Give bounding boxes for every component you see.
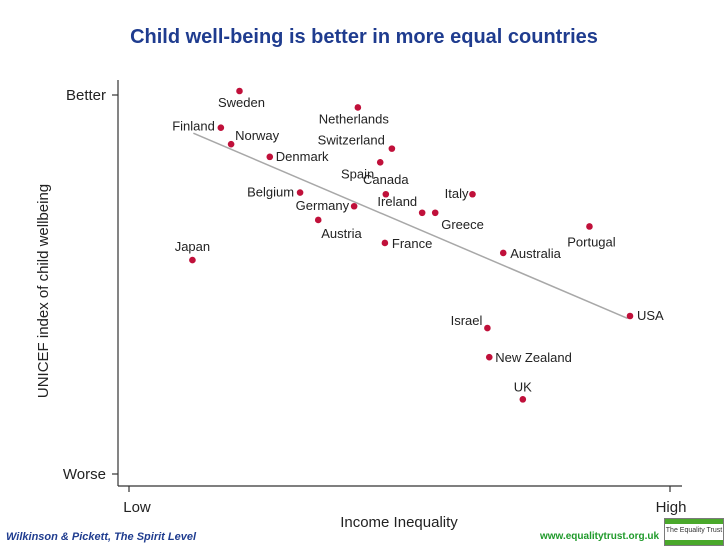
point-denmark (266, 153, 274, 161)
point-spain (376, 159, 384, 166)
point-belgium (296, 189, 304, 196)
logo-bar-top (665, 519, 723, 524)
point-portugal (586, 223, 593, 230)
point-israel (484, 324, 491, 332)
point-label-portugal: Portugal (567, 234, 616, 249)
point-label-france: France (392, 236, 432, 251)
x-tick-label-low: Low (123, 499, 151, 516)
x-axis-title: Income Inequality (340, 514, 458, 531)
y-tick-label-better: Better (66, 87, 106, 104)
y-tick-label-worse: Worse (63, 466, 106, 483)
point-label-ireland: Ireland (377, 194, 417, 209)
point-usa (626, 312, 634, 320)
point-label-netherlands: Netherlands (319, 111, 390, 126)
point-label-usa: USA (637, 308, 664, 323)
point-japan (189, 256, 196, 264)
point-label-greece: Greece (441, 217, 484, 232)
axes: Better Worse Low High Income Inequality … (35, 80, 686, 531)
point-label-italy: Italy (445, 186, 469, 201)
point-label-austria: Austria (321, 226, 362, 241)
website-link[interactable]: www.equalitytrust.org.uk (540, 531, 660, 542)
x-tick-label-high: High (656, 499, 687, 516)
point-label-spain: Spain (341, 166, 374, 181)
y-axis-title: UNICEF index of child wellbeing (35, 184, 52, 398)
point-label-canada: Canada (363, 172, 409, 187)
point-switzerland (388, 145, 396, 152)
data-points: Sweden Netherlands Finland Norway Switzerlan… (172, 87, 664, 403)
point-ireland (418, 209, 426, 217)
point-label-new-zealand: New Zealand (495, 350, 572, 365)
trend-line (193, 132, 628, 320)
point-label-sweden: Sweden (218, 95, 265, 110)
point-finland (217, 124, 225, 132)
point-sweden (236, 87, 243, 95)
point-uk (519, 396, 527, 403)
point-label-israel: Israel (451, 313, 483, 328)
point-norway (227, 140, 235, 148)
point-label-finland: Finland (172, 119, 215, 134)
point-canada (382, 190, 390, 198)
equality-trust-logo: The Equality Trust (664, 518, 724, 546)
point-label-germany: Germany (296, 198, 350, 213)
point-label-denmark: Denmark (276, 149, 329, 164)
point-netherlands (354, 104, 362, 111)
source-citation: Wilkinson & Pickett, The Spirit Level (6, 531, 196, 543)
point-label-uk: UK (514, 379, 532, 394)
point-label-switzerland: Switzerland (318, 133, 385, 148)
logo-text: The Equality Trust (665, 527, 723, 534)
point-australia (499, 249, 507, 257)
point-label-japan: Japan (175, 239, 210, 254)
chart-title: Child well-being is better in more equal… (130, 26, 598, 48)
point-italy (469, 190, 476, 198)
point-label-belgium: Belgium (247, 185, 294, 200)
point-greece (431, 209, 439, 217)
point-new-zealand (485, 353, 493, 361)
point-label-norway: Norway (235, 128, 280, 143)
point-label-australia: Australia (510, 246, 561, 261)
point-germany (350, 202, 358, 210)
point-france (381, 239, 389, 247)
point-austria (314, 216, 322, 224)
logo-bar-bottom (665, 540, 723, 545)
